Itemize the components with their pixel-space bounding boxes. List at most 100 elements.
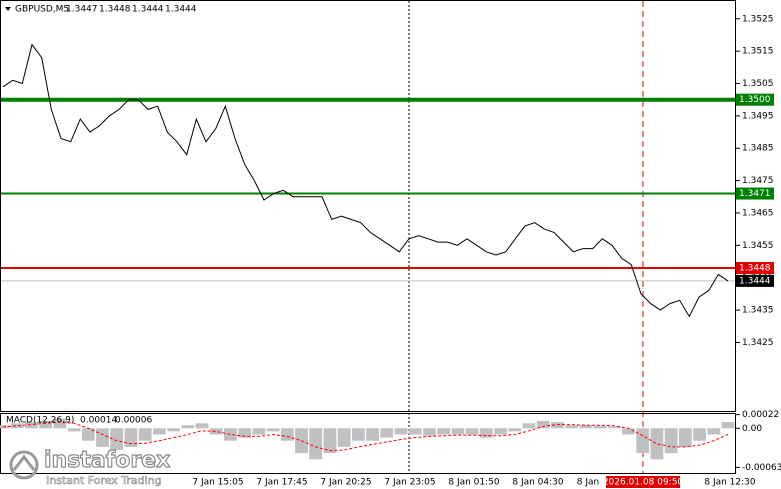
symbol: GBPUSD,M5 [15, 5, 69, 15]
histogram-bar [408, 428, 422, 435]
time-label: 8 Jan 12:30 [704, 478, 756, 488]
logo: instaforex Instant Forex Trading [9, 447, 171, 487]
time-label: 7 Jan 17:45 [256, 478, 307, 488]
current-price-box [736, 274, 774, 287]
histogram-bar [565, 425, 579, 429]
histogram-bar [394, 428, 408, 435]
histogram-bar [551, 422, 564, 429]
histogram-bar [81, 428, 95, 441]
histogram-bar [579, 425, 593, 429]
logo-tagline: Instant Forex Trading [46, 474, 162, 487]
histogram-bar [437, 428, 451, 435]
histogram-bar [67, 428, 81, 432]
time-label: 7 Jan 23:05 [384, 478, 435, 488]
macd-reading: 0.00006 [115, 416, 152, 426]
time-label: 7 Jan 20:25 [320, 478, 371, 488]
histogram-bar [650, 428, 664, 460]
histogram-bar [181, 425, 195, 429]
histogram-bar [323, 428, 337, 454]
histogram-bar [351, 428, 365, 441]
histogram-bar [224, 428, 237, 441]
histogram-bar [39, 420, 53, 429]
y-tick-label: 0.00022 [742, 410, 779, 420]
time-label: 2026.01.08 09:50 [603, 478, 684, 488]
y-tick-label: 1.3465 [742, 208, 774, 218]
histogram-bar [707, 428, 721, 435]
histogram-bar [479, 428, 493, 438]
y-tick-label: 1.3505 [742, 79, 774, 89]
time-label: 8 Jan [577, 478, 599, 488]
y-tick-label: 1.3455 [742, 241, 774, 251]
histogram-bar [252, 428, 266, 435]
histogram-bar [96, 428, 109, 447]
histogram-bar [266, 428, 280, 432]
histogram-bar [664, 428, 678, 454]
histogram-bar [238, 428, 252, 438]
time-label: 8 Jan 04:30 [512, 478, 564, 488]
histogram-bar [451, 428, 465, 435]
histogram-bar [693, 428, 706, 441]
time-label: 8 Jan 01:50 [448, 478, 500, 488]
logo-icon [9, 450, 39, 480]
menu-arrow [5, 7, 11, 11]
ohlc-value: 1.3447 [66, 5, 98, 15]
ohlc-value: 1.3444 [165, 5, 197, 15]
ohlc-value: 1.3444 [132, 5, 164, 15]
histogram-bar [167, 428, 180, 432]
y-tick-label: 1.3435 [742, 306, 774, 316]
histogram-bar [337, 428, 351, 447]
y-tick-label: 1.3425 [742, 338, 774, 348]
histogram-bar [536, 420, 550, 429]
histogram-bar [10, 423, 24, 429]
histogram-bar [209, 428, 223, 435]
y-tick-label: 1.3485 [742, 144, 774, 154]
y-tick-label: 1.3525 [742, 14, 774, 24]
histogram-bar [508, 428, 522, 432]
time-label: 7 Jan 15:05 [192, 478, 243, 488]
histogram-bar [636, 428, 650, 454]
histogram-bar [380, 428, 394, 438]
histogram-bar [152, 428, 166, 435]
price-panel [0, 0, 736, 412]
histogram-bar [309, 428, 323, 460]
histogram-bar [607, 426, 621, 429]
current-price-label: 1.3444 [739, 276, 771, 286]
histogram-bar [110, 428, 124, 451]
time-marker-box [606, 476, 680, 488]
level-label: 1.3471 [739, 189, 771, 199]
level-label: 1.3448 [739, 263, 771, 273]
histogram-bar [721, 422, 735, 429]
y-tick-label: -0.00063 [742, 463, 781, 473]
histogram-bar [465, 428, 479, 435]
histogram-bar [522, 423, 536, 429]
macd-reading: 0.00014 [80, 416, 117, 426]
histogram-bar [124, 428, 138, 447]
y-tick-label: 0.00 [742, 424, 762, 434]
logo-name: instaforex [44, 448, 170, 473]
histogram-bar [593, 425, 607, 429]
histogram-bar [53, 418, 67, 429]
histogram-bar [494, 428, 507, 435]
y-tick-label: 1.3515 [742, 47, 774, 57]
histogram-bar [423, 428, 436, 436]
level-box [736, 261, 774, 274]
histogram-bar [622, 428, 635, 435]
histogram-bar [366, 428, 380, 441]
price-line [2, 43, 729, 318]
logo-icon [12, 454, 36, 471]
ohlc-value: 1.3448 [99, 5, 131, 15]
macd-title: MACD(12,26,9) [6, 416, 74, 426]
level-box [736, 187, 774, 200]
level-label: 1.3500 [739, 95, 771, 105]
histogram-bar [280, 428, 294, 441]
level-box [736, 93, 774, 106]
histogram-bar [25, 422, 38, 429]
histogram-bar [195, 423, 209, 429]
signal-line [2, 421, 729, 452]
y-tick-label: 1.3495 [742, 111, 774, 121]
histogram-bar [678, 428, 692, 447]
y-tick-label: 1.3475 [742, 176, 774, 186]
histogram-bar [138, 428, 152, 441]
